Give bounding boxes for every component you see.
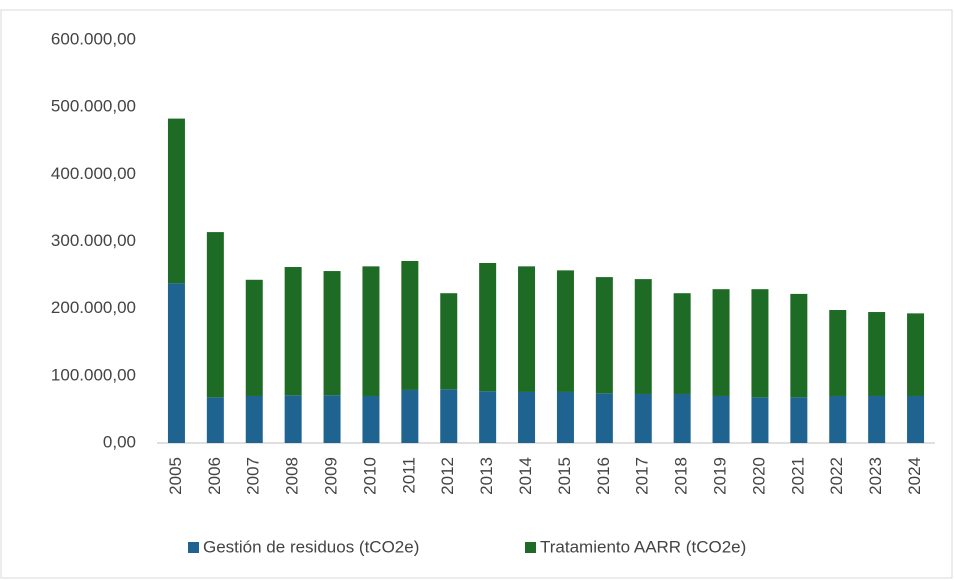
bar-segment [440,293,458,390]
x-tick-label: 2006 [205,457,224,495]
bar-segment [907,395,925,443]
bar-segment [673,293,691,394]
x-tick-label: 2012 [438,457,457,495]
bar-segment [634,393,652,443]
bar-segment [206,232,224,398]
bar-segment [167,283,185,443]
x-tick-label: 2021 [788,457,807,495]
x-tick-label: 2019 [711,457,730,495]
bar-segment [790,293,808,398]
bar-segment [790,397,808,443]
bar-segment [712,289,730,396]
bar-segment [634,279,652,394]
bar-segment [323,271,341,396]
bar-segment [362,266,380,396]
bar-segment [518,266,536,392]
bar-segment [518,391,536,443]
bar-segment [167,118,185,284]
legend-swatch [188,542,199,553]
bar-segment [440,389,458,443]
bar-segment [829,395,847,443]
y-tick-label: 0,00 [103,432,136,451]
x-tick-label: 2007 [244,457,263,495]
x-tick-label: 2015 [555,457,574,495]
x-tick-label: 2013 [477,457,496,495]
x-tick-label: 2023 [866,457,885,495]
y-tick-label: 600.000,00 [51,29,136,48]
bar-segment [868,395,886,443]
bar-segment [362,395,380,443]
bar-segment [751,397,769,443]
bar-segment [401,260,419,390]
x-tick-label: 2024 [905,457,924,495]
y-tick-label: 100.000,00 [51,365,136,384]
x-tick-label: 2010 [360,457,379,495]
x-tick-label: 2017 [633,457,652,495]
bar-segment [401,389,419,443]
bar-segment [673,393,691,443]
bar-segment [284,267,302,396]
y-tick-label: 200.000,00 [51,298,136,317]
x-tick-label: 2009 [322,457,341,495]
bar-segment [479,391,497,443]
bar-segment [245,279,263,396]
bar-segment [556,270,574,392]
x-tick-label: 2005 [166,457,185,495]
y-tick-label: 500.000,00 [51,97,136,116]
bar-segment [284,395,302,443]
bar-segment [868,312,886,396]
x-tick-label: 2020 [749,457,768,495]
legend-swatch [525,542,536,553]
legend-label: Gestión de residuos (tCO2e) [203,537,419,556]
bar-segment [595,277,613,394]
x-tick-label: 2018 [672,457,691,495]
bar-segment [479,262,497,392]
y-tick-label: 400.000,00 [51,164,136,183]
x-tick-label: 2011 [399,457,418,494]
bar-segment [751,289,769,398]
bar-segment [556,391,574,443]
bar-segment [829,310,847,396]
x-tick-label: 2008 [283,457,302,495]
x-tick-label: 2016 [594,457,613,495]
x-tick-label: 2014 [516,457,535,495]
bar-segment [712,395,730,443]
bar-segment [595,393,613,443]
bar-segment [323,395,341,443]
bar-segment [907,313,925,396]
bar-segment [206,397,224,443]
y-tick-label: 300.000,00 [51,231,136,250]
x-tick-label: 2022 [827,457,846,495]
legend-label: Tratamiento AARR (tCO2e) [540,537,746,556]
bar-segment [245,395,263,443]
